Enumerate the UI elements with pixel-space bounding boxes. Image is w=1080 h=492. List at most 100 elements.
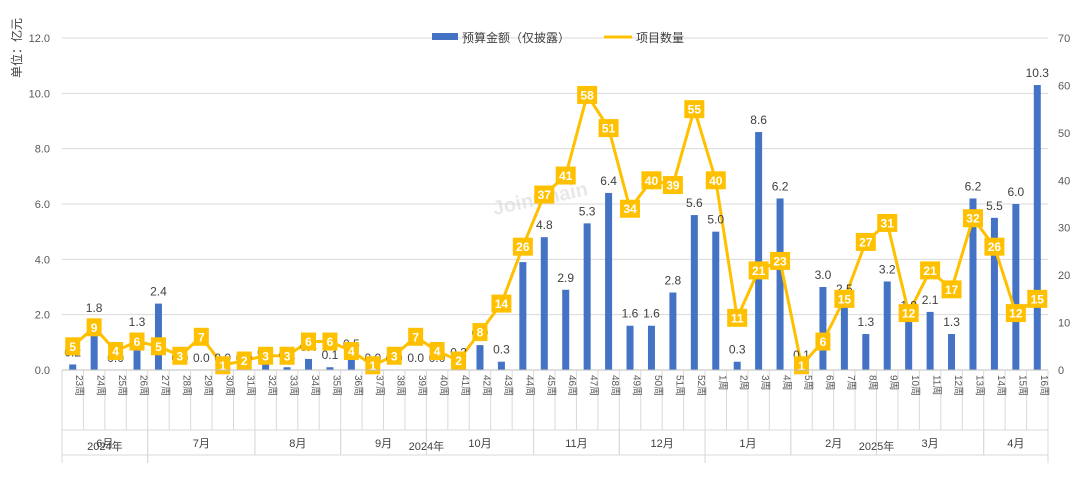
bar	[90, 320, 98, 370]
line-point-badge	[451, 351, 467, 370]
bar	[733, 361, 741, 370]
line-value-label: 3	[391, 349, 398, 363]
bar	[840, 300, 848, 370]
line-point-badge	[301, 332, 316, 351]
line-point-badge	[193, 327, 209, 346]
bar-value-label: 2.8	[665, 274, 682, 288]
left-axis-tick: 10.0	[29, 88, 50, 100]
bar	[819, 287, 827, 370]
line-value-label: 34	[623, 202, 637, 216]
bar-value-label: 1.3	[857, 315, 874, 329]
legend-line-label: 项目数量	[636, 30, 684, 45]
right-axis-tick: 70	[1058, 33, 1070, 45]
week-label: 28周	[180, 375, 192, 396]
line-value-label: 7	[198, 330, 205, 344]
line-point-badge	[834, 289, 855, 308]
left-axis-tick: 2.0	[35, 310, 50, 322]
y-unit-label: 单位：亿元	[9, 18, 24, 78]
line-layer	[71, 93, 1039, 367]
line-point-badge	[984, 237, 1005, 256]
line-value-label: 5	[69, 340, 76, 354]
right-axis-tick: 20	[1058, 270, 1070, 282]
week-label: 6周	[823, 375, 835, 391]
bar	[712, 231, 720, 370]
line-value-label: 6	[134, 335, 141, 349]
week-label: 30周	[223, 375, 235, 396]
month-label: 4月	[1007, 438, 1024, 450]
bar	[969, 198, 977, 370]
month-label: 2月	[825, 438, 842, 450]
line-value-label: 6	[820, 335, 827, 349]
bar-value-label: 1.8	[86, 301, 103, 315]
line-value-label: 40	[645, 174, 659, 188]
week-label: 24周	[95, 375, 107, 396]
left-axis-tick: 6.0	[35, 199, 50, 211]
line-value-label: 3	[284, 349, 291, 363]
week-label: 32周	[266, 375, 278, 396]
week-label: 45周	[545, 375, 557, 396]
line-point-badge	[236, 351, 252, 370]
line-point-badge	[1005, 304, 1026, 323]
legend-bar-swatch	[432, 33, 458, 40]
month-label: 3月	[922, 438, 939, 450]
bar	[497, 361, 505, 370]
week-label: 27周	[159, 375, 171, 396]
line-value-label: 3	[177, 349, 184, 363]
week-label: 41周	[459, 375, 471, 396]
bar	[883, 281, 891, 370]
bar	[305, 358, 312, 370]
line-value-label: 6	[327, 335, 334, 349]
bar	[154, 303, 162, 370]
bar-value-label: 5.3	[579, 204, 596, 218]
bar	[347, 356, 355, 370]
line-value-label: 21	[923, 264, 937, 278]
bar-value-label: 6.2	[965, 179, 982, 193]
bar-value-label: 6.0	[1008, 185, 1025, 199]
month-label: 10月	[468, 438, 491, 450]
bar	[990, 217, 998, 370]
week-label: 49周	[631, 375, 643, 396]
bars-layer	[69, 85, 1041, 371]
line-point-badge	[898, 304, 919, 323]
bar-value-label: 10.3	[1026, 66, 1050, 80]
line-value-label: 32	[966, 212, 980, 226]
line-point-badge	[491, 294, 512, 313]
week-label: 33周	[288, 375, 300, 396]
line-point-badge	[877, 213, 898, 232]
line-value-label: 14	[495, 297, 509, 311]
bar-value-label: 1.3	[129, 315, 146, 329]
bar-value-label: 2.4	[150, 285, 167, 299]
month-label: 8月	[289, 438, 306, 450]
bar	[755, 132, 763, 370]
bar	[926, 311, 934, 370]
line-point-badge	[386, 346, 402, 365]
bar	[326, 367, 334, 370]
bar	[562, 289, 570, 370]
week-label: 29周	[202, 375, 214, 396]
week-label: 10周	[909, 375, 921, 396]
line-value-label: 12	[902, 307, 916, 321]
bar	[540, 237, 548, 370]
week-label: 47周	[588, 375, 600, 396]
week-label: 2周	[738, 375, 750, 391]
bar	[1012, 204, 1020, 370]
right-axis-tick: 50	[1058, 128, 1070, 140]
week-label: 7周	[845, 375, 857, 391]
line-value-label: 4	[112, 345, 119, 359]
line-point-badge	[534, 185, 555, 204]
line-point-badge	[512, 237, 533, 256]
line-series	[71, 93, 1039, 367]
bar-value-label: 0.3	[493, 343, 510, 357]
bar-value-label: 1.6	[643, 307, 660, 321]
week-label: 11周	[931, 375, 943, 395]
bar-value-label: 5.0	[707, 213, 724, 227]
line-value-label: 5	[155, 340, 162, 354]
line-value-label: 6	[305, 335, 312, 349]
line-point-badge	[555, 166, 576, 185]
left-axis-tick: 0.0	[35, 365, 50, 377]
week-label: 25周	[116, 375, 128, 396]
bar	[583, 223, 591, 370]
left-axis-tick: 4.0	[35, 254, 50, 266]
week-label: 15周	[1016, 375, 1028, 396]
